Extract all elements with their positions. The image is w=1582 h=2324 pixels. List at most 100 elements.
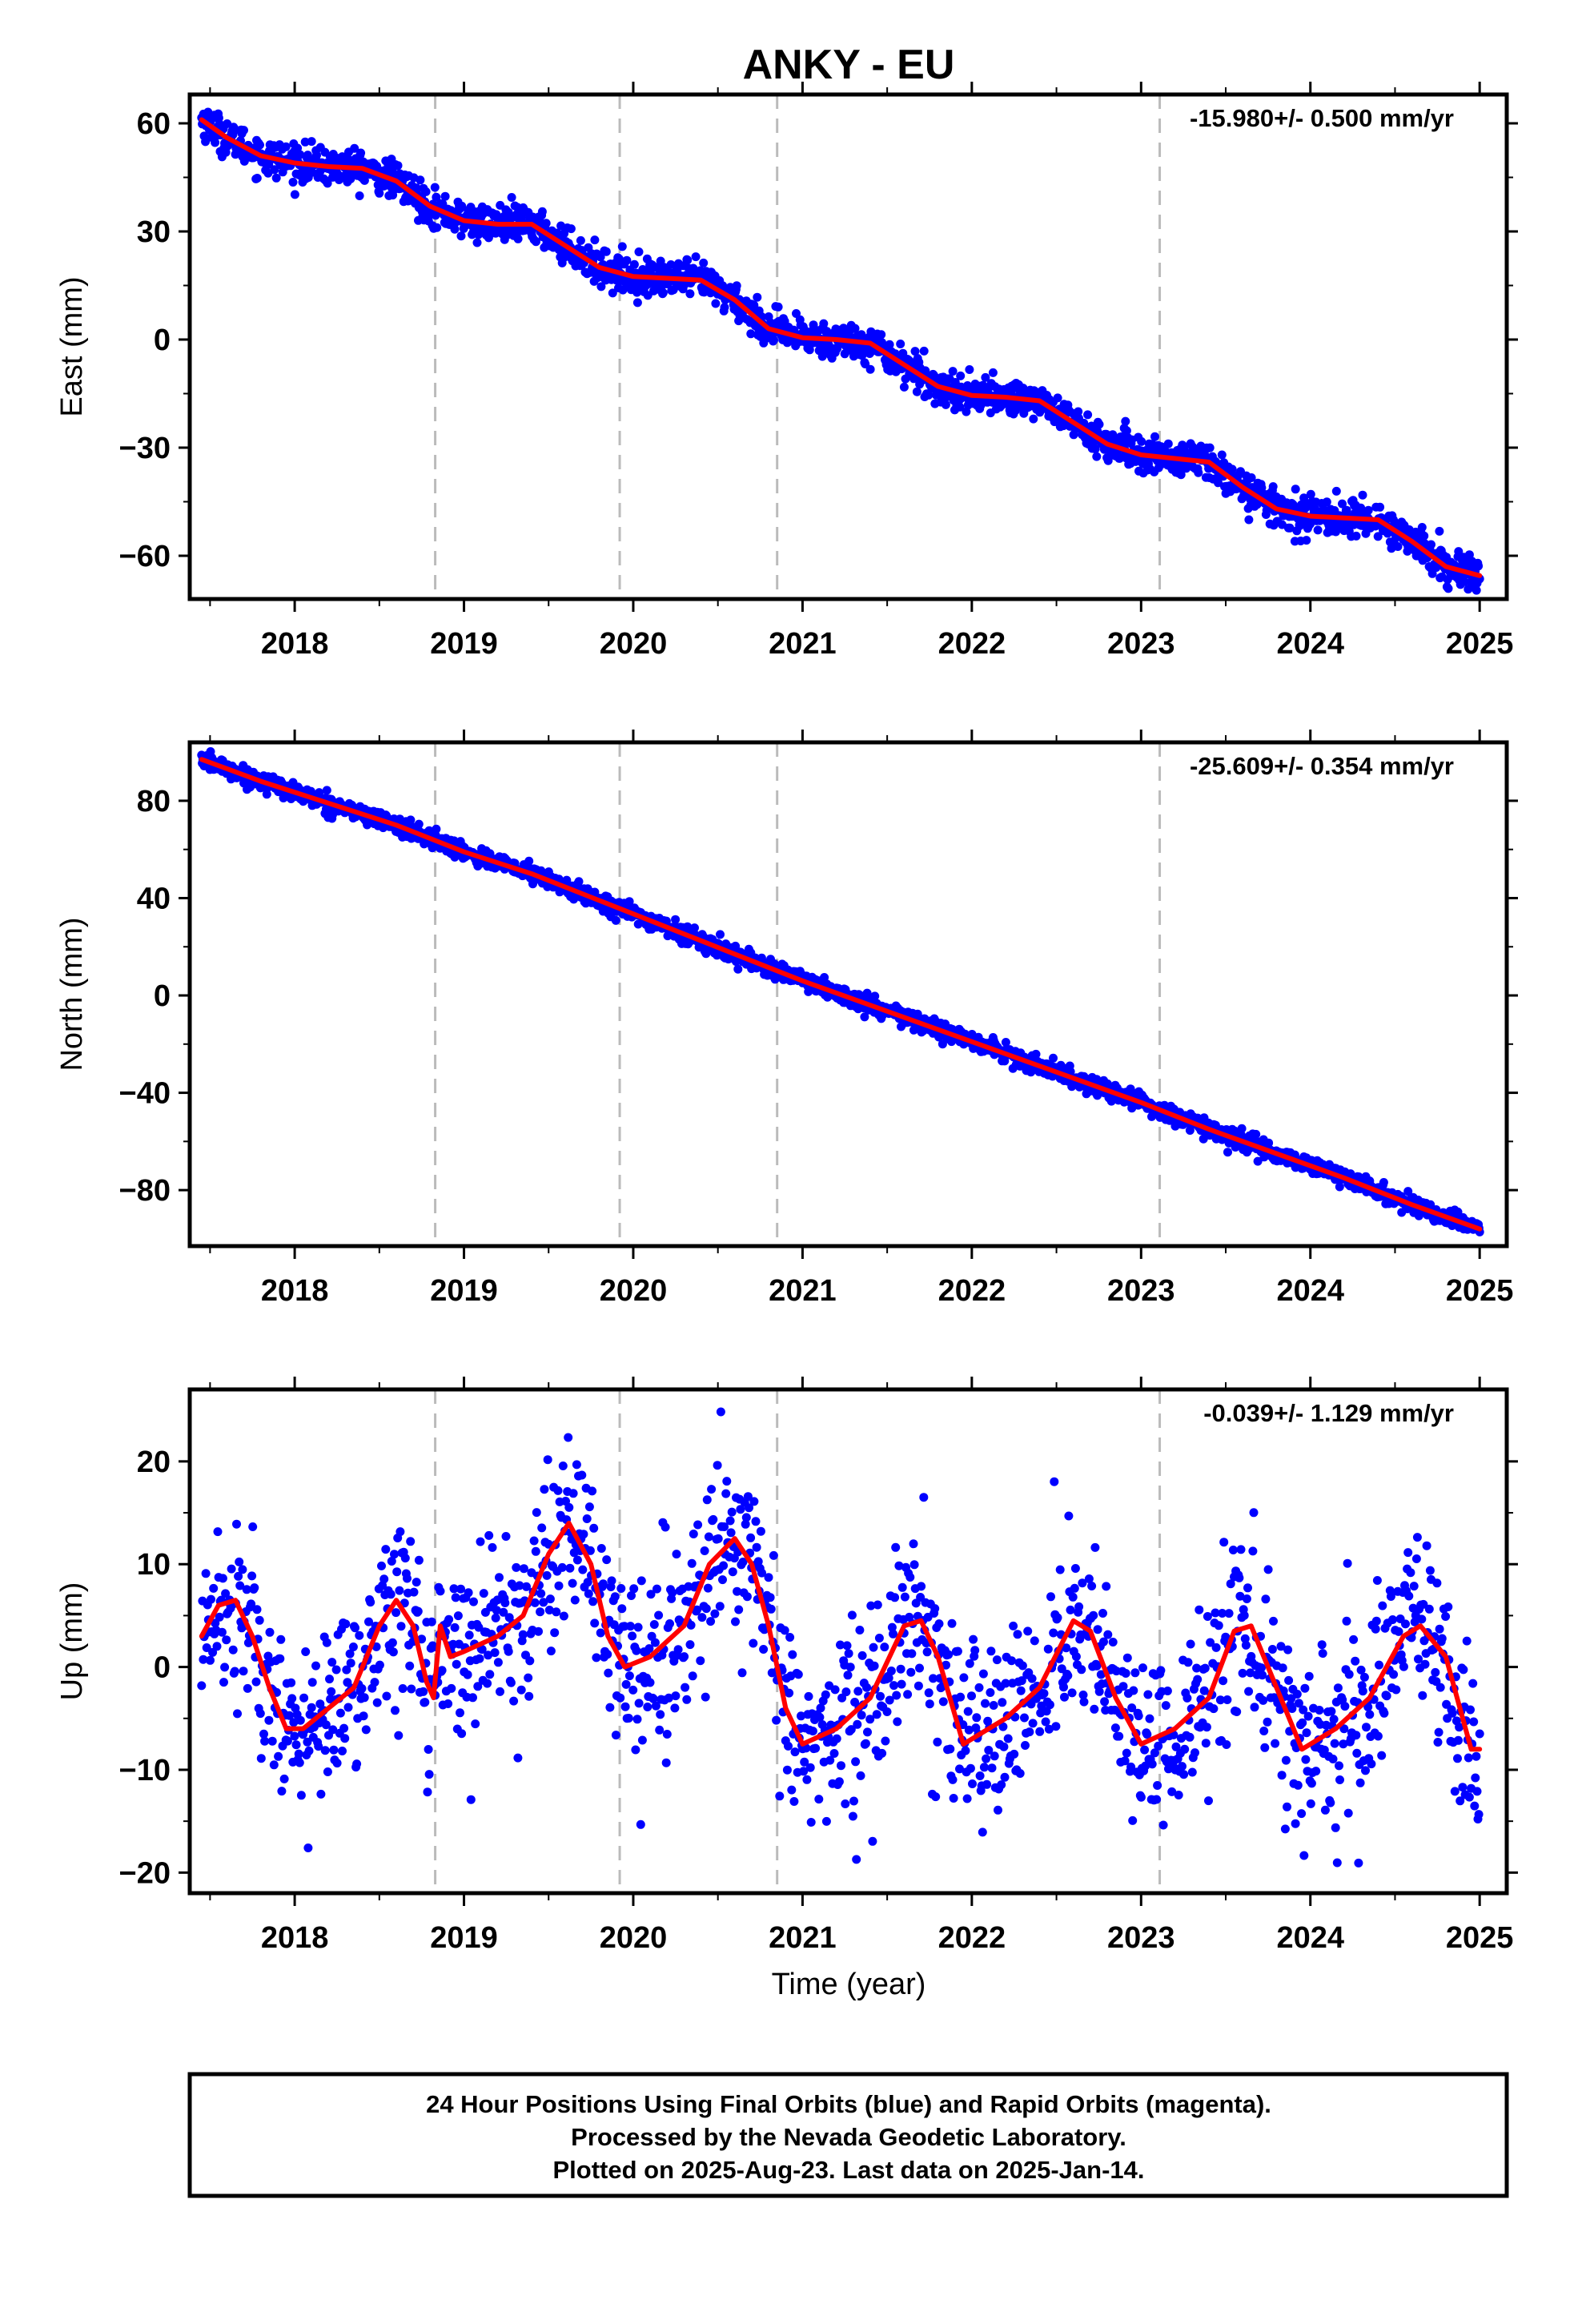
data-point	[608, 288, 617, 298]
data-point	[483, 1679, 492, 1688]
data-point	[700, 1546, 709, 1555]
data-point	[821, 1816, 831, 1826]
data-point	[421, 187, 431, 196]
data-point	[553, 1486, 563, 1495]
data-point	[605, 1703, 615, 1712]
x-tick-label: 2019	[430, 1274, 498, 1308]
data-point	[713, 1461, 722, 1470]
data-point	[592, 1653, 601, 1663]
data-point	[377, 1561, 386, 1570]
data-point	[672, 1550, 681, 1559]
data-point	[1083, 410, 1093, 420]
y-tick-label: 30	[137, 215, 171, 249]
data-point	[1090, 444, 1100, 454]
data-point	[269, 1760, 279, 1770]
data-point	[1137, 436, 1146, 446]
data-point	[661, 1522, 670, 1532]
data-point	[1474, 561, 1484, 571]
data-point	[590, 1618, 600, 1628]
data-point	[1217, 450, 1227, 460]
data-point	[576, 235, 585, 245]
data-point	[513, 234, 523, 243]
data-point	[484, 1651, 493, 1660]
data-point	[1029, 414, 1038, 424]
data-point	[722, 1477, 732, 1486]
data-point	[390, 1550, 399, 1559]
data-point	[1302, 536, 1311, 545]
data-point	[607, 1576, 616, 1586]
data-point	[473, 1682, 483, 1691]
data-point	[628, 1685, 638, 1695]
data-point	[327, 1687, 336, 1696]
data-point	[1069, 430, 1078, 440]
data-point	[564, 1502, 574, 1512]
data-point	[787, 1785, 797, 1795]
data-point	[447, 1683, 456, 1693]
data-point	[403, 1574, 412, 1583]
data-point	[885, 1695, 894, 1705]
data-point	[782, 1765, 792, 1775]
data-point	[596, 1544, 606, 1553]
data-point	[329, 1745, 339, 1755]
data-point	[661, 1758, 671, 1767]
data-point	[262, 790, 271, 799]
data-point	[654, 1610, 664, 1620]
data-point	[220, 1663, 230, 1672]
data-point	[325, 1675, 334, 1684]
data-point	[392, 1567, 402, 1577]
data-point	[323, 1767, 332, 1776]
data-point	[230, 124, 239, 134]
data-point	[537, 207, 547, 216]
data-point	[464, 1630, 474, 1640]
data-point	[252, 1605, 262, 1614]
data-point	[513, 1753, 523, 1763]
data-point	[764, 1573, 773, 1582]
data-point	[802, 1775, 812, 1784]
data-point	[693, 1605, 701, 1614]
data-point	[734, 1605, 744, 1614]
data-point	[1150, 432, 1159, 441]
data-point	[290, 190, 299, 199]
data-point	[375, 1660, 384, 1670]
data-point	[685, 1640, 695, 1650]
data-point	[322, 786, 331, 795]
fit-line	[199, 757, 1483, 1232]
data-point	[882, 1707, 892, 1716]
y-tick-label: −40	[119, 1077, 171, 1111]
data-point	[1419, 531, 1429, 541]
data-point	[909, 1560, 919, 1570]
data-point	[391, 1608, 401, 1618]
data-point	[643, 1703, 652, 1711]
data-point	[294, 1749, 303, 1759]
data-point	[255, 1709, 265, 1719]
data-point	[753, 292, 762, 302]
data-point	[558, 1462, 568, 1470]
data-point	[543, 1455, 552, 1465]
data-point	[1375, 502, 1385, 512]
data-point	[554, 1581, 564, 1590]
data-point	[1006, 388, 1016, 397]
data-point	[629, 259, 639, 269]
data-point	[417, 1634, 427, 1644]
data-point	[578, 1565, 588, 1574]
data-point	[721, 1489, 731, 1498]
data-point	[450, 1622, 460, 1632]
data-point	[456, 1584, 465, 1594]
data-point	[239, 126, 248, 135]
data-point	[697, 1613, 707, 1622]
data-point	[621, 1679, 631, 1689]
data-point	[601, 247, 611, 256]
data-point	[507, 193, 516, 202]
data-point	[372, 1698, 382, 1707]
data-point	[321, 1720, 331, 1730]
data-point	[890, 1593, 900, 1602]
data-point	[440, 191, 450, 201]
data-point	[1358, 490, 1367, 500]
data-point	[671, 915, 681, 924]
data-point	[741, 1513, 751, 1522]
x-tick-label: 2022	[938, 1274, 1006, 1308]
data-point	[290, 1731, 299, 1741]
data-point	[289, 1718, 299, 1727]
data-point	[804, 1691, 813, 1701]
data-point	[332, 1759, 342, 1768]
